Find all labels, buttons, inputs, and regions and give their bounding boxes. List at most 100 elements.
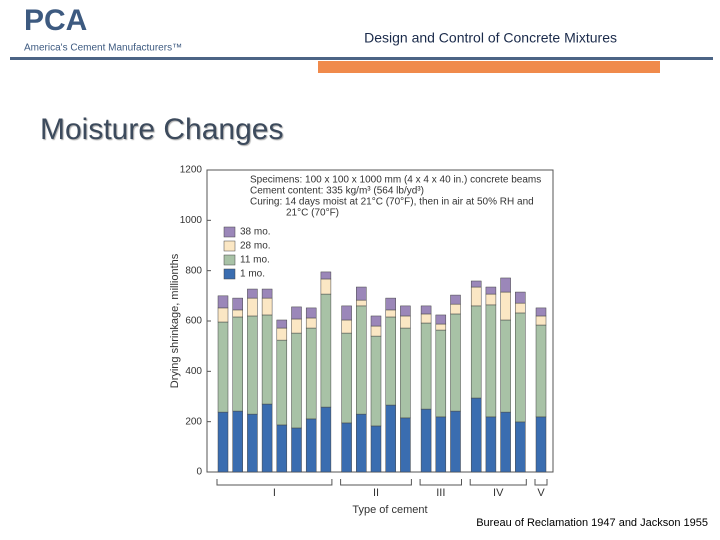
bar-segment xyxy=(400,305,411,317)
bar-segment xyxy=(370,335,382,427)
bar-segment xyxy=(291,427,302,473)
bar-segment xyxy=(450,303,461,315)
y-tick-label: 1000 xyxy=(180,215,203,226)
bar-segment xyxy=(305,307,317,319)
bar-segment xyxy=(261,297,273,316)
bar-segment xyxy=(535,324,547,418)
bar-segment xyxy=(217,411,229,473)
bar-segment xyxy=(500,319,511,413)
bar-segment xyxy=(385,309,396,318)
group-bracket xyxy=(534,479,548,486)
group-label: IV xyxy=(493,487,504,499)
bar-segment xyxy=(435,416,447,473)
bar-segment xyxy=(232,316,243,412)
bar-segment xyxy=(370,325,382,337)
bar-segment xyxy=(261,314,273,405)
bar-segment xyxy=(500,277,511,293)
header-rule xyxy=(10,57,713,60)
legend-swatch xyxy=(223,254,236,266)
bar-segment xyxy=(385,404,396,473)
bar-segment xyxy=(356,286,367,301)
legend-label: 38 mo. xyxy=(240,227,271,238)
group-label: II xyxy=(373,487,379,499)
bar-segment xyxy=(217,295,229,309)
y-tick-label: 200 xyxy=(185,416,202,427)
legend-label: 1 mo. xyxy=(240,269,265,280)
bar-segment xyxy=(420,305,432,315)
bar-segment xyxy=(247,315,258,415)
bar-segment xyxy=(435,329,447,418)
bar-segment xyxy=(276,339,288,426)
bar-segment xyxy=(320,278,332,295)
x-axis-label: Type of cement xyxy=(352,504,427,516)
bar-segment xyxy=(535,315,547,326)
annotation: 21°C (70°F) xyxy=(286,208,339,219)
y-tick-label: 0 xyxy=(196,467,202,478)
bar-segment xyxy=(356,413,367,473)
y-tick-label: 600 xyxy=(185,316,202,327)
y-tick-label: 800 xyxy=(185,265,202,276)
bar-segment xyxy=(341,422,352,473)
bar-segment xyxy=(485,416,497,473)
bar-segment xyxy=(291,306,302,320)
bar-segment xyxy=(320,271,332,280)
group-bracket xyxy=(340,479,412,486)
bar-segment xyxy=(341,319,352,334)
bar-segment xyxy=(247,288,258,299)
legend-label: 28 mo. xyxy=(240,241,271,252)
bar-segment xyxy=(320,293,332,408)
y-tick-label: 1200 xyxy=(180,165,203,176)
legend-swatch xyxy=(223,240,236,252)
bar-segment xyxy=(247,297,258,317)
bar-segment xyxy=(485,286,497,295)
bar-segment xyxy=(435,323,447,331)
bar-segment xyxy=(341,305,352,321)
bar-segment xyxy=(276,424,288,473)
bar-segment xyxy=(515,421,526,473)
bar-segment xyxy=(276,319,288,329)
bar-segment xyxy=(305,418,317,473)
header-title: Design and Control of Concrete Mixtures xyxy=(364,30,617,46)
bar-segment xyxy=(356,299,367,307)
bar-segment xyxy=(450,410,461,473)
group-bracket xyxy=(419,479,462,486)
bar-segment xyxy=(291,318,302,334)
annotation: Specimens: 100 x 100 x 1000 mm (4 x 4 x … xyxy=(250,175,541,186)
source: Bureau of Reclamation 1947 and Jackson 1… xyxy=(476,517,708,529)
bar-segment xyxy=(400,315,411,329)
bar-segment xyxy=(356,305,367,415)
bar-segment xyxy=(276,327,288,341)
group-bracket xyxy=(469,479,527,486)
bar-segment xyxy=(470,305,482,399)
bar-segment xyxy=(341,332,352,424)
group-label: V xyxy=(537,487,545,499)
group-label: I xyxy=(273,487,276,499)
legend-swatch xyxy=(223,226,236,238)
bar-segment xyxy=(232,410,243,473)
accent-bar xyxy=(318,61,660,73)
bar-segment xyxy=(420,408,432,473)
bar-segment xyxy=(485,304,497,418)
bar-segment xyxy=(515,291,526,304)
bar-segment xyxy=(450,313,461,412)
bar-segment xyxy=(470,286,482,307)
bar-segment xyxy=(261,288,273,299)
bar-segment xyxy=(305,327,317,420)
bar-segment xyxy=(385,297,396,311)
tagline: America's Cement Manufacturers™ xyxy=(24,43,182,54)
bar-segment xyxy=(320,406,332,473)
bar-segment xyxy=(400,327,411,419)
bar-segment xyxy=(470,280,482,288)
bar-segment xyxy=(370,315,382,327)
bar-segment xyxy=(370,425,382,473)
group-label: III xyxy=(436,487,445,499)
logo: PCA xyxy=(24,4,87,37)
bar-segment xyxy=(515,312,526,423)
bar-segment xyxy=(217,321,229,413)
legend-label: 11 mo. xyxy=(240,255,270,266)
annotation: Cement content: 335 kg/m³ (564 lb/yd³) xyxy=(250,186,424,197)
bar-segment xyxy=(500,291,511,321)
bar-segment xyxy=(305,317,317,329)
annotation: Curing: 14 days moist at 21°C (70°F), th… xyxy=(250,197,534,208)
